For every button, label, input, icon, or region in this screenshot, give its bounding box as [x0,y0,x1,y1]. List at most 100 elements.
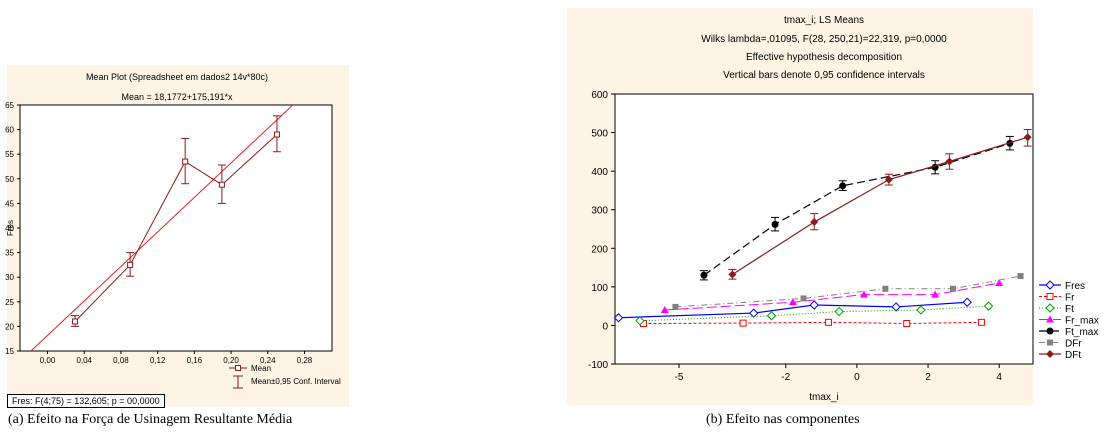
x-tick-label: 0,28 [297,356,313,365]
marker-fres [613,313,624,323]
y-tick-label: -100 [588,360,608,371]
legend-label-fres: Fres [1065,281,1085,292]
marker-ft [834,306,844,317]
y-tick-label: 100 [591,283,608,294]
plot-area [614,93,1034,365]
x-tick-label: -5 [675,372,684,383]
marker-dft [728,270,737,279]
marker-fr-max [860,290,869,298]
marker-dfr [882,285,889,292]
legend-marker-fr [1046,293,1054,300]
mean-marker [127,261,134,268]
marker-dfr [949,285,956,292]
x-axis-label: tmax_i [809,392,838,403]
x-tick-label: 0,24 [260,356,276,365]
y-tick-label: 35 [5,249,14,258]
marker-ft [983,301,994,311]
marker-ft [635,316,645,326]
mean-marker [182,158,189,165]
series-line-fr [643,321,982,325]
caption-b: (b) Efeito nas componentes [706,412,860,427]
marker-fr-max [995,279,1004,286]
x-tick-label: -2 [781,372,790,383]
y-tick-label: 0 [602,321,608,332]
x-tick-label: 0,04 [76,356,92,365]
y-tick-label: 55 [5,150,14,159]
caption-a: (a) Efeito na Força de Usinagem Resultan… [8,412,293,427]
mean-plot-chart: Mean Plot (Spreadsheet em dados2 14v*80c… [5,72,341,389]
x-tick-label: 0,16 [187,356,203,365]
ls-means-panel: tmax_i; LS Means Wilks lambda=,01095, F(2… [567,8,1099,405]
marker-fres [749,308,759,318]
x-tick-label: 2 [925,372,931,383]
marker-fr [824,318,832,326]
marker-fres [891,302,901,312]
legend-marker-ft-max [1046,327,1054,335]
marker-dfr [672,303,679,310]
y-tick-label: 500 [591,129,608,140]
marker-dfr [800,295,807,302]
marker-ft-max [771,220,779,228]
legend-label-dft: DFt [1065,350,1081,361]
y-tick-label: 25 [5,298,14,307]
chart-subtitle-line: Wilks lambda=,01095, F(28, 250,21)=22,31… [701,34,947,45]
marker-fr-max [788,298,797,306]
marker-fres [962,297,972,307]
y-tick-label: 40 [5,224,14,233]
chart-title: tmax_i; LS Means [784,15,864,26]
legend-label-fr-max: Fr_max [1065,316,1099,327]
legend-marker-fr-max [1046,315,1054,323]
x-tick-label: 0 [854,372,860,383]
mean-marker [273,131,280,138]
legend-label-ft: Ft [1065,304,1074,315]
y-tick-label: 400 [591,167,608,178]
marker-fres [809,300,819,310]
chart-title: Mean Plot (Spreadsheet em dados2 14v*80c… [86,72,268,82]
y-tick-label: 45 [5,199,14,208]
mean-marker [218,181,225,188]
plot-area [19,104,333,352]
y-tick-label: 60 [5,126,14,135]
legend-marker-dfr [1047,339,1053,346]
y-tick-label: 600 [591,90,608,101]
y-tick-label: 15 [5,347,14,356]
y-tick-label: 65 [5,101,14,110]
marker-fr [739,319,747,327]
marker-ft [916,305,926,315]
legend-ci-label: Mean±0,95 Conf. Interval [251,377,341,386]
chart-subtitle-line: Effective hypothesis decomposition [746,52,902,63]
legend-mean-marker [235,365,241,371]
marker-dfr [1017,273,1024,280]
x-tick-label: 0,00 [40,356,56,365]
legend-marker-ft [1045,303,1055,313]
marker-dft [810,218,819,227]
y-tick-label: 20 [5,322,14,331]
marker-ft [766,311,777,321]
y-tick-label: 30 [5,273,14,282]
y-tick-label: 200 [591,244,608,255]
mean-plot-panel: Mean Plot (Spreadsheet em dados2 14v*80c… [5,65,349,407]
marker-fr [903,320,911,327]
marker-ft-max [700,271,708,279]
chart-subtitle: Mean = 18,1772+175,191*x [121,92,233,102]
anova-stats-box: Fres: F(4;75) = 132,605; p = 00,0000 [7,394,165,408]
series-line-ft [639,305,989,322]
legend-label-dfr: DFr [1065,339,1082,350]
chart-subtitle-line: Vertical bars denote 0,95 confidence int… [723,70,925,81]
marker-fr-max [660,306,669,313]
y-tick-label: 50 [5,175,14,184]
y-axis-label: Fres [6,220,15,236]
x-tick-label: 0,12 [150,356,166,365]
marker-dft [884,175,893,184]
ls-means-chart: tmax_i; LS Means Wilks lambda=,01095, F(2… [588,15,1099,403]
x-tick-label: 0,08 [113,356,129,365]
y-tick-label: 300 [591,206,608,217]
mean-marker [72,318,79,325]
marker-dft [1023,133,1032,142]
marker-fr [977,318,985,326]
x-tick-label: 0,20 [223,356,239,365]
legend-marker-fres [1045,280,1055,290]
marker-dft [945,157,954,166]
legend-label-ft-max: Ft_max [1065,327,1098,338]
marker-ft-max [839,182,847,190]
